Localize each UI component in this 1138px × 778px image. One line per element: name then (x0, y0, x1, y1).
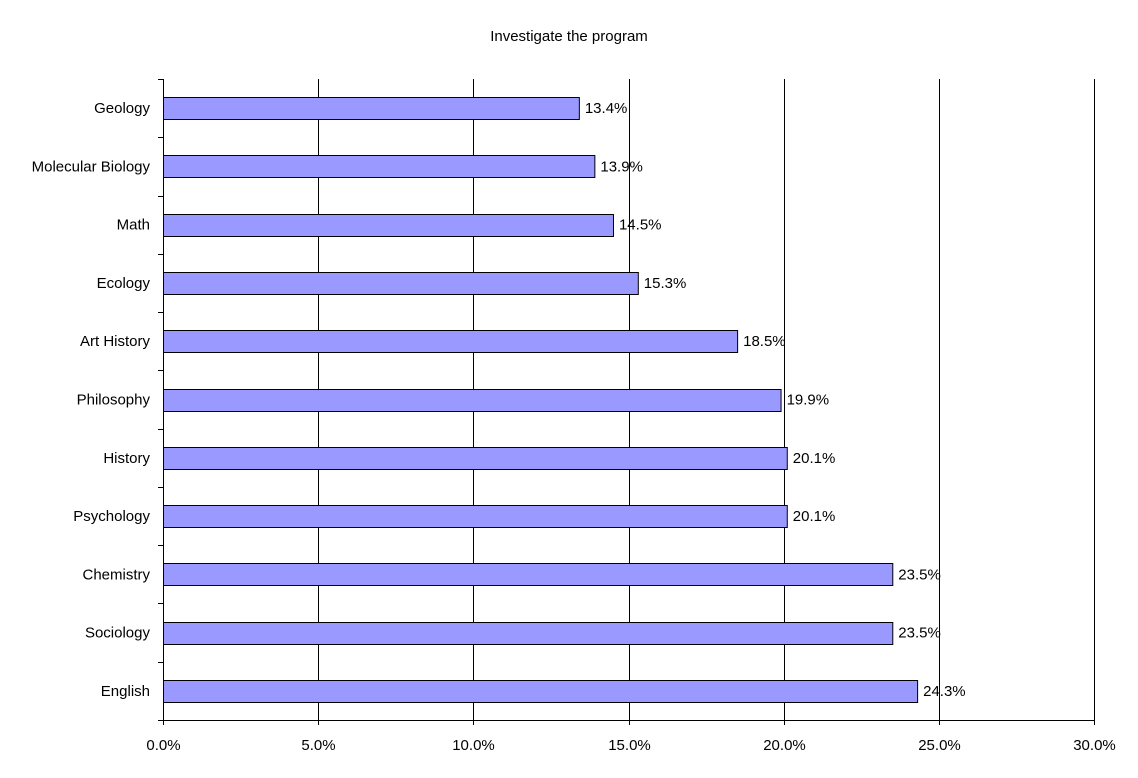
data-label: 14.5% (619, 217, 662, 234)
data-label: 24.3% (923, 683, 966, 700)
data-label: 15.3% (644, 275, 687, 292)
bar (163, 97, 580, 120)
data-label: 19.9% (787, 392, 830, 409)
bar (163, 505, 788, 528)
y-tick-label: Philosophy (77, 392, 151, 409)
bar (163, 563, 894, 586)
y-tick-label: Geology (94, 100, 150, 117)
y-tick-label: Ecology (97, 275, 151, 292)
chart-title: Investigate the program (490, 28, 648, 45)
bar (163, 447, 788, 470)
bar (163, 680, 919, 703)
bar (163, 272, 639, 295)
y-tick-label: Chemistry (82, 566, 150, 583)
bar (163, 622, 894, 645)
bar (163, 389, 782, 412)
y-tick-label: Art History (80, 333, 151, 350)
data-label: 13.4% (585, 100, 628, 117)
data-label: 20.1% (793, 450, 836, 467)
x-tick-label: 10.0% (452, 737, 495, 754)
y-tick-label: Molecular Biology (32, 158, 151, 175)
x-tick-label: 15.0% (608, 737, 651, 754)
data-label: 13.9% (600, 158, 643, 175)
data-label: 18.5% (743, 333, 786, 350)
y-tick-label: English (101, 683, 150, 700)
data-label: 20.1% (793, 508, 836, 525)
data-label: 23.5% (898, 625, 941, 642)
x-tick-label: 0.0% (146, 737, 180, 754)
y-tick-label: Psychology (73, 508, 150, 525)
x-tick-label: 30.0% (1073, 737, 1116, 754)
x-tick-label: 20.0% (763, 737, 806, 754)
y-tick-label: History (103, 450, 150, 467)
y-tick-label: Sociology (85, 625, 151, 642)
bar (163, 155, 596, 178)
data-label: 23.5% (898, 566, 941, 583)
bar (163, 214, 614, 237)
y-tick-label: Math (117, 217, 150, 234)
x-tick-label: 25.0% (918, 737, 961, 754)
bar (163, 330, 739, 353)
x-tick-label: 5.0% (301, 737, 335, 754)
